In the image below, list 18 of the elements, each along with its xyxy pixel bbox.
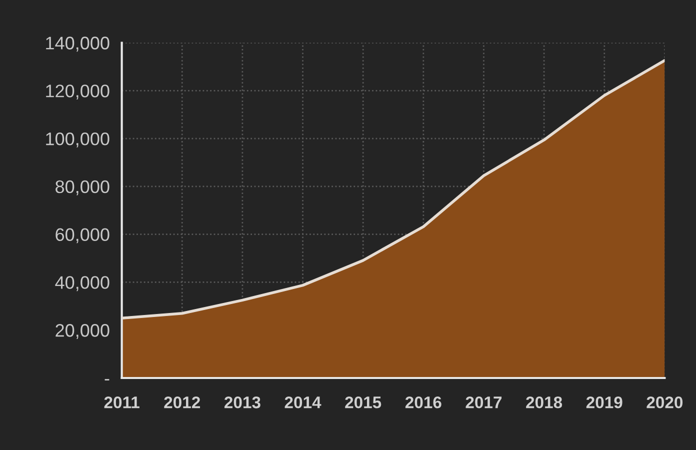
- x-tick-label: 2018: [526, 396, 562, 408]
- x-tick-label: 2015: [345, 396, 382, 408]
- x-tick-label: 2019: [586, 396, 622, 408]
- y-tick-label: -: [104, 379, 110, 380]
- x-tick-label: 2011: [104, 396, 140, 408]
- y-tick-label: 20,000: [56, 324, 110, 339]
- y-tick-label: 140,000: [46, 36, 110, 52]
- y-tick-label: 40,000: [55, 276, 110, 292]
- x-tick-label: 2012: [164, 396, 200, 408]
- y-tick-label: 80,000: [56, 180, 110, 196]
- x-tick-label: 2014: [284, 396, 322, 408]
- x-tick-label: 2017: [466, 396, 502, 408]
- x-tick-label: 2020: [646, 396, 683, 408]
- x-tick-label: 2016: [405, 396, 442, 408]
- y-tick-label: 60,000: [56, 228, 110, 244]
- y-tick-label: 100,000: [46, 132, 110, 148]
- x-tick-label: 2013: [224, 396, 260, 408]
- y-tick-label: 120,000: [46, 84, 110, 100]
